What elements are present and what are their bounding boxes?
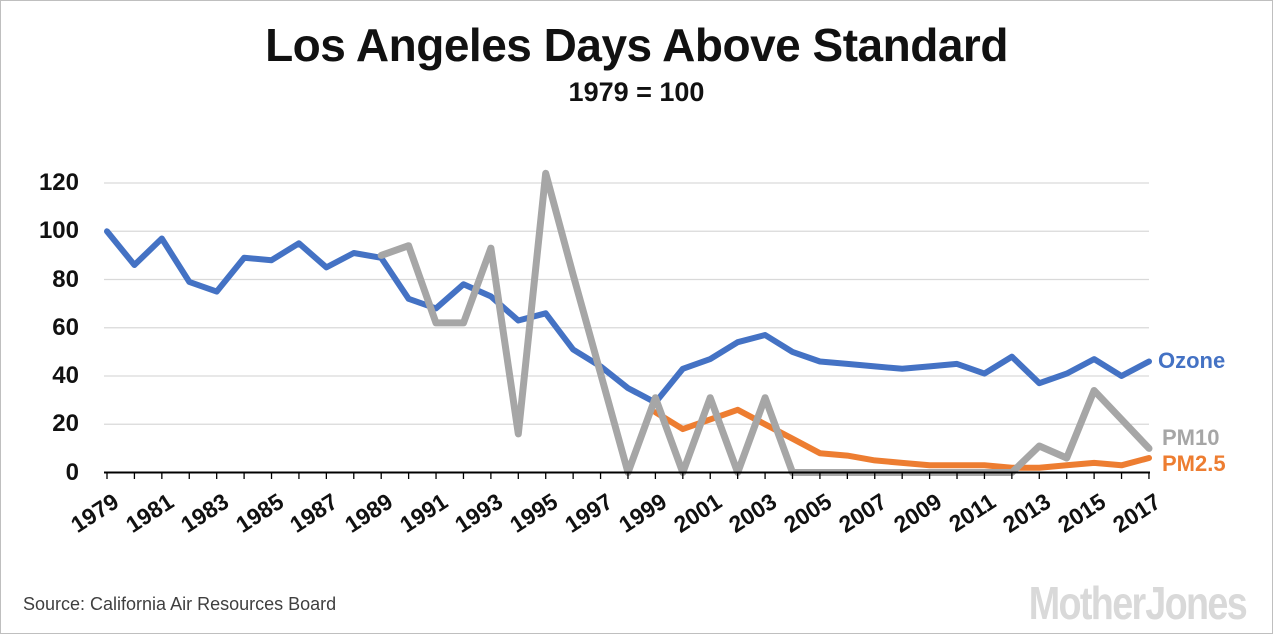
series-label-pm25: PM2.5 — [1162, 451, 1226, 476]
y-tick-label: 0 — [65, 458, 79, 486]
motherjones-logo: Mother Jones — [1028, 577, 1248, 629]
y-tick-label: 40 — [52, 362, 79, 389]
y-tick-label: 120 — [38, 169, 79, 196]
series-line-pm10 — [377, 169, 1153, 476]
chart-subtitle: 1979 = 100 — [568, 77, 705, 107]
series-line-ozone — [104, 228, 1152, 406]
y-tick-label: 80 — [52, 265, 79, 293]
chart-title: Los Angeles Days Above Standard — [265, 19, 1008, 71]
y-tick-label: 20 — [52, 410, 79, 438]
series-label-ozone: Ozone — [1158, 348, 1226, 373]
y-tick-label: 60 — [52, 313, 79, 341]
source-note: Source: California Air Resources Board — [23, 594, 337, 614]
series-label-pm10: PM10 — [1162, 425, 1220, 450]
series-line-pm25 — [652, 406, 1152, 471]
y-tick-label: 100 — [38, 217, 79, 245]
